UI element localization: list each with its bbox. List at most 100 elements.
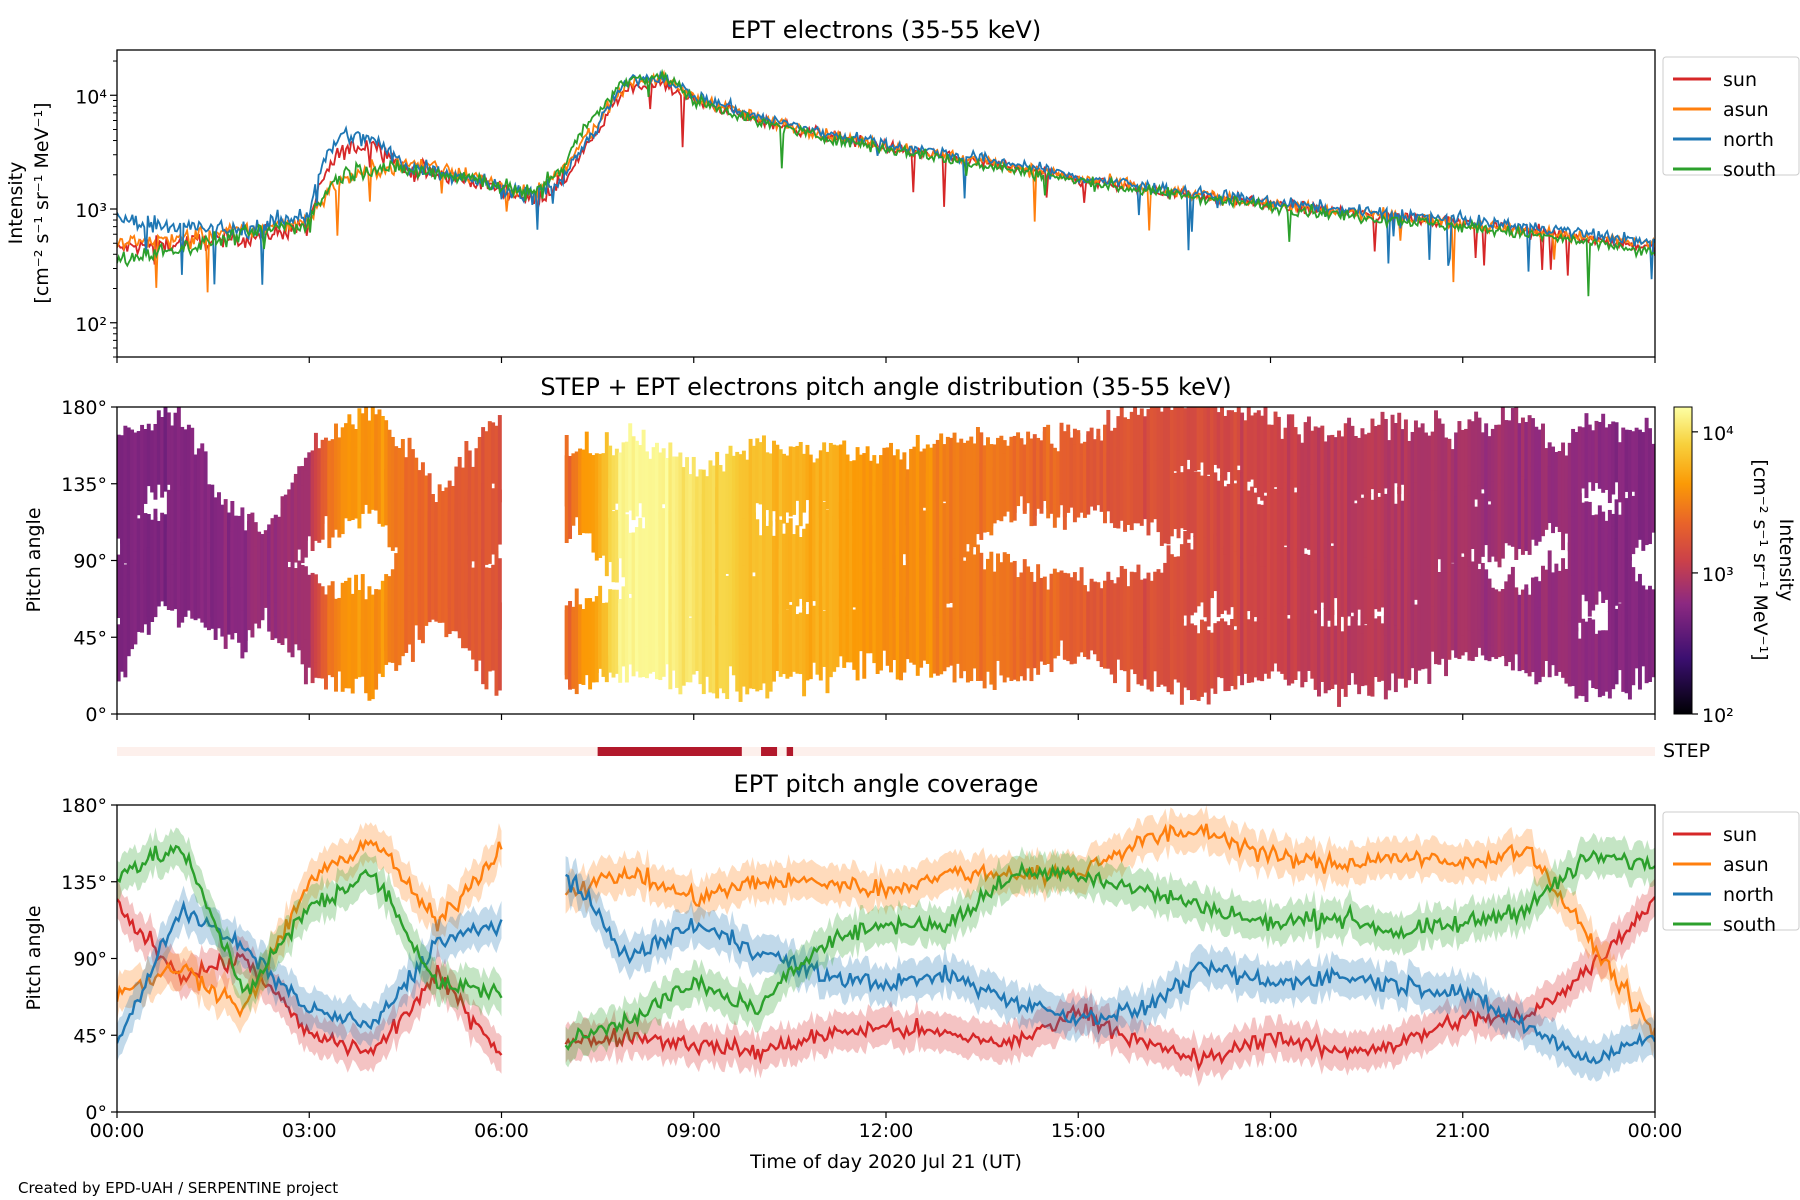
heatmap-cell	[1052, 568, 1057, 651]
heatmap-cell	[1317, 542, 1321, 616]
heatmap-cell	[865, 487, 870, 564]
heatmap-cell	[835, 591, 840, 668]
heatmap-cell	[380, 415, 385, 494]
heatmap-cell	[1193, 625, 1198, 700]
heatmap-cell	[384, 468, 389, 526]
heatmap-cell	[337, 597, 342, 656]
heatmap-cell	[290, 566, 295, 633]
heatmap-cell	[1066, 432, 1071, 513]
heatmap-cell	[735, 451, 740, 528]
heatmap-cell	[675, 614, 680, 688]
heatmap-cell	[852, 543, 857, 608]
heatmap-cell	[621, 442, 626, 526]
heatmap-cell	[1617, 514, 1622, 574]
heatmap-cell	[180, 426, 185, 486]
heatmap-cell	[1547, 614, 1552, 678]
heatmap-cell	[247, 521, 252, 580]
heatmap-cell	[899, 592, 904, 681]
heatmap-cell	[959, 438, 964, 502]
legend-box	[1662, 56, 1800, 176]
heatmap-cell	[1203, 621, 1208, 693]
heatmap-cell	[1183, 408, 1188, 483]
heatmap-cell	[1393, 422, 1398, 484]
heatmap-cell	[1006, 608, 1011, 678]
panel1-legend[interactable]: sun asun north south	[1662, 56, 1800, 181]
heatmap-cell	[1567, 542, 1572, 626]
heatmap-cell	[848, 502, 853, 568]
heatmap-cell	[117, 624, 121, 682]
heatmap-cell	[969, 436, 974, 503]
heatmap-cell	[738, 619, 743, 702]
heatmap-cell	[390, 569, 395, 632]
heatmap-cell	[461, 508, 466, 567]
heatmap-cell	[410, 535, 415, 616]
heatmap-cell	[1617, 442, 1622, 503]
heatmap-cell	[741, 518, 746, 581]
heatmap-cell	[1296, 434, 1301, 497]
heatmap-cell	[768, 453, 773, 527]
heatmap-cell	[1286, 618, 1291, 686]
heatmap-cell	[658, 452, 663, 520]
heatmap-cell	[497, 558, 502, 630]
heatmap-cell	[1256, 504, 1261, 563]
heatmap-cell	[1561, 442, 1566, 527]
heatmap-cell	[481, 483, 486, 570]
heatmap-cell	[243, 571, 248, 641]
heatmap-cell	[1367, 493, 1372, 564]
heatmap-cell	[1206, 630, 1211, 705]
heatmap-cell	[1223, 415, 1228, 481]
heatmap-cell	[1146, 465, 1151, 536]
panel4-legend[interactable]: sun asun north south	[1662, 811, 1800, 936]
heatmap-cell	[581, 608, 586, 685]
heatmap-cell	[1537, 607, 1542, 683]
heatmap-cell	[1036, 564, 1041, 642]
heatmap-cell	[1230, 618, 1235, 687]
heatmap-cell	[263, 539, 268, 608]
heatmap-cell	[1544, 455, 1549, 530]
series-line-north	[565, 873, 1655, 1065]
heatmap-cell	[1444, 558, 1449, 622]
heatmap-cell	[317, 456, 322, 543]
heatmap-cell	[123, 595, 128, 678]
heatmap-cell	[280, 555, 285, 635]
heatmap-cell	[1514, 587, 1519, 654]
heatmap-cell	[1072, 444, 1077, 523]
heatmap-cell	[210, 484, 215, 568]
heatmap-cell	[842, 512, 847, 578]
heatmap-cell	[812, 510, 817, 595]
heatmap-cell	[1169, 465, 1174, 537]
legend-label-north: north	[1723, 884, 1774, 906]
heatmap-cell	[725, 497, 730, 574]
heatmap-cell	[377, 439, 382, 524]
heatmap-cell	[902, 478, 907, 555]
x-tick-label: 12:00	[859, 1120, 914, 1142]
heatmap-cell	[1096, 435, 1101, 506]
heatmap-cell	[875, 587, 880, 674]
heatmap-cell	[1430, 544, 1435, 607]
heatmap-cell	[715, 615, 720, 699]
heatmap-cell	[1273, 552, 1278, 612]
heatmap-cell	[206, 484, 211, 543]
heatmap-cell	[250, 554, 255, 619]
y-tick-label: 45°	[73, 1025, 107, 1047]
heatmap-cell	[1434, 490, 1438, 568]
heatmap-cell	[140, 573, 145, 633]
heatmap-cell	[1210, 407, 1214, 487]
heatmap-cell	[986, 610, 990, 672]
heatmap-cell	[892, 590, 897, 661]
heatmap-cell	[634, 440, 639, 517]
heatmap-cell	[889, 590, 893, 673]
heatmap-cell	[220, 517, 225, 576]
heatmap-cell	[1581, 618, 1586, 697]
heatmap-cell	[1340, 541, 1345, 617]
heatmap-cell	[982, 467, 987, 533]
heatmap-cell	[307, 475, 312, 537]
heatmap-cell	[1193, 471, 1198, 538]
heatmap-cell	[725, 453, 730, 528]
heatmap-cell	[1387, 604, 1392, 691]
heatmap-cell	[1119, 438, 1124, 521]
heatmap-cell	[601, 602, 606, 661]
heatmap-cell	[1551, 446, 1555, 534]
heatmap-cell	[1276, 602, 1281, 672]
panel1-frame	[116, 49, 1656, 358]
